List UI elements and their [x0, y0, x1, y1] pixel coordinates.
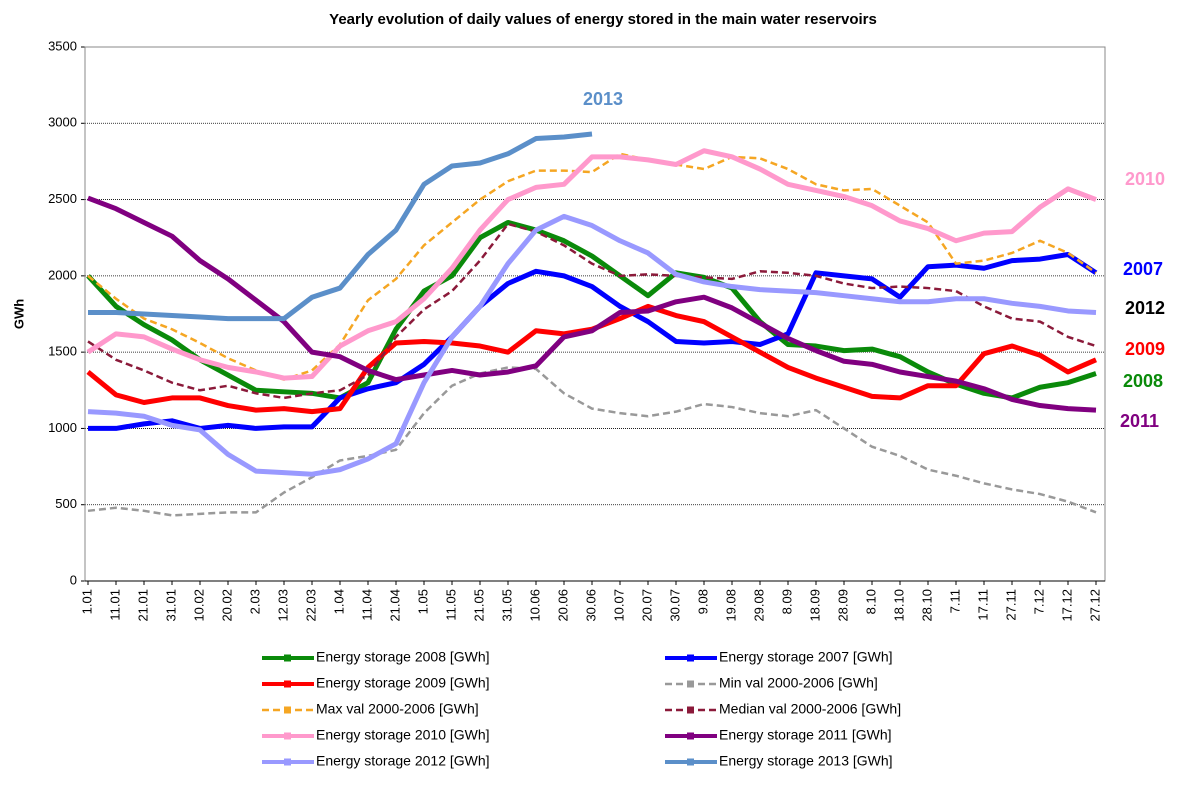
y-tick-label: 3000	[48, 115, 77, 130]
x-tick-label: 10.07	[611, 589, 626, 622]
x-tick-label: 7.12	[1031, 589, 1046, 614]
series-line	[88, 131, 593, 322]
x-tick-label: 11.04	[359, 589, 374, 621]
x-tick-label: 20.06	[555, 589, 570, 622]
series-line	[87, 222, 1097, 400]
x-tick-label: 29.08	[751, 589, 766, 622]
x-tick-label: 30.06	[583, 589, 598, 622]
legend-label: Energy storage 2011 [GWh]	[719, 727, 892, 743]
legend-label: Energy storage 2009 [GWh]	[316, 675, 490, 691]
x-tick-label: 10.02	[191, 589, 206, 622]
x-tick-label: 18.10	[891, 589, 906, 622]
series-line	[88, 251, 1098, 431]
x-tick-label: 1.01	[79, 589, 94, 614]
x-tick-label: 1.05	[415, 589, 430, 614]
x-tick-label: 1.04	[331, 589, 346, 614]
legend-label: Energy storage 2012 [GWh]	[316, 753, 490, 769]
year-annotation: 2009	[1125, 339, 1165, 359]
year-annotation: 2013	[583, 89, 623, 109]
x-tick-label: 27.12	[1087, 589, 1102, 622]
legend-label: Median val 2000-2006 [GWh]	[719, 701, 901, 717]
legend-label: Min val 2000-2006 [GWh]	[719, 675, 878, 691]
y-tick-label: 2000	[48, 267, 77, 282]
x-tick-label: 31.05	[499, 589, 514, 622]
x-tick-label: 30.07	[667, 589, 682, 622]
legend-marker	[284, 732, 291, 740]
x-tick-label: 9.08	[695, 589, 710, 614]
legend-marker	[687, 706, 694, 714]
legend-label: Energy storage 2007 [GWh]	[719, 649, 893, 665]
x-tick-label: 21.05	[471, 589, 486, 622]
x-tick-label: 28.09	[835, 589, 850, 622]
x-tick-label: 19.08	[723, 589, 738, 622]
legend-marker	[284, 706, 291, 714]
legend-marker	[284, 758, 291, 766]
series-line	[86, 148, 1097, 381]
x-tick-label: 31.01	[163, 589, 178, 622]
legend-marker	[687, 654, 694, 662]
y-tick-label: 1500	[48, 344, 77, 359]
legend-marker	[284, 680, 291, 688]
legend-label: Max val 2000-2006 [GWh]	[316, 701, 479, 717]
x-tick-label: 8.10	[863, 589, 878, 614]
x-tick-label: 21.04	[387, 589, 402, 622]
legend-label: Energy storage 2013 [GWh]	[719, 753, 893, 769]
y-tick-label: 0	[70, 572, 77, 587]
y-tick-label: 500	[55, 496, 77, 511]
chart-title: Yearly evolution of daily values of ener…	[329, 11, 877, 28]
y-tick-label: 1000	[48, 420, 77, 435]
legend-label: Energy storage 2010 [GWh]	[316, 727, 490, 743]
x-tick-label: 2.03	[247, 589, 262, 614]
x-tick-label: 11.01	[107, 589, 122, 621]
legend-marker	[687, 732, 694, 740]
x-tick-label: 8.09	[779, 589, 794, 614]
x-tick-label: 20.02	[219, 589, 234, 622]
series-line	[87, 366, 1097, 517]
series-line	[86, 219, 1097, 401]
legend-label: Energy storage 2008 [GWh]	[316, 649, 490, 665]
x-tick-label: 20.07	[639, 589, 654, 622]
x-tick-label: 22.03	[303, 589, 318, 622]
legend-marker	[687, 758, 694, 766]
year-annotation: 2011	[1120, 411, 1159, 431]
series-line	[86, 303, 1097, 415]
year-annotation: 2008	[1123, 371, 1163, 391]
series-line	[87, 213, 1097, 477]
legend-marker	[687, 680, 694, 688]
x-tick-label: 11.05	[443, 589, 458, 621]
year-annotation: 2012	[1125, 298, 1165, 318]
y-tick-label: 3500	[48, 38, 77, 53]
plot-frame	[84, 46, 1106, 582]
x-tick-label: 18.09	[807, 589, 822, 622]
x-tick-label: 10.06	[527, 589, 542, 622]
x-tick-label: 7.11	[947, 589, 962, 613]
x-tick-label: 28.10	[919, 589, 934, 622]
series-line	[87, 195, 1097, 413]
year-annotation: 2010	[1125, 169, 1165, 189]
x-tick-label: 27.11	[1003, 589, 1018, 621]
x-tick-label: 17.12	[1059, 589, 1074, 622]
x-tick-label: 17.11	[975, 589, 990, 621]
x-tick-label: 21.01	[135, 589, 150, 622]
year-annotation: 2007	[1123, 259, 1163, 279]
x-tick-label: 12.03	[275, 589, 290, 622]
y-tick-label: 2500	[48, 191, 77, 206]
legend-marker	[284, 654, 291, 662]
y-axis-label: GWh	[11, 299, 26, 329]
